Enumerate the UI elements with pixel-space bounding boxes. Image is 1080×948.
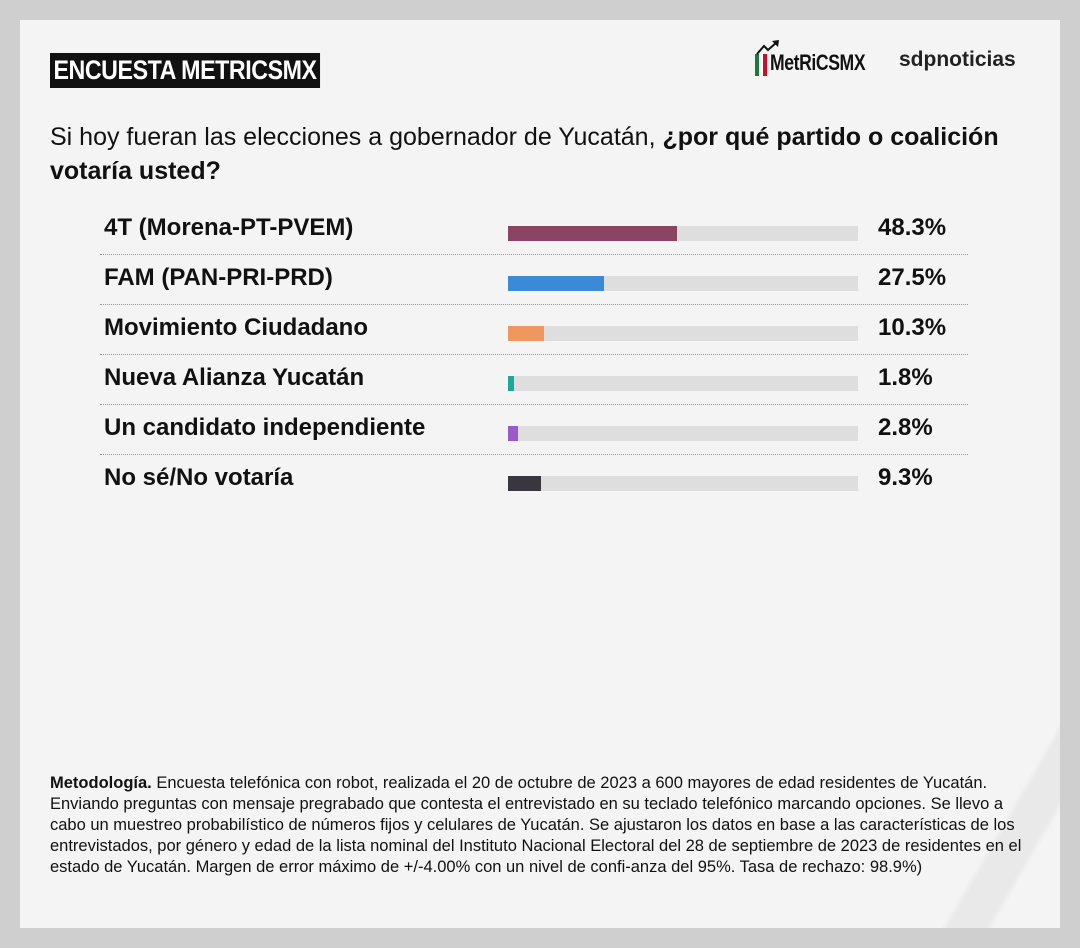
- trend-arrow-icon: [756, 40, 779, 55]
- question-bold-text: ¿por qué partido o coalición votaría ust…: [50, 123, 999, 185]
- bar-fill: [508, 276, 605, 291]
- question-text: Si hoy fueran las elecciones a gobernado…: [50, 123, 663, 151]
- bar-row: Movimiento Ciudadano 10.3%: [100, 304, 968, 355]
- bar-track: [508, 376, 858, 391]
- bar-label: Movimiento Ciudadano: [104, 314, 368, 341]
- bar-value-label: 1.8%: [878, 364, 933, 391]
- bar-value-label: 9.3%: [878, 464, 933, 491]
- bar-label: 4T (Morena-PT-PVEM): [104, 214, 354, 241]
- bar-label: FAM (PAN-PRI-PRD): [104, 264, 333, 291]
- background-decoration: [900, 688, 1060, 928]
- bar-track: [508, 426, 858, 441]
- sdpnoticias-logo: sdpnoticias: [899, 48, 1016, 71]
- bar-fill: [508, 326, 545, 341]
- bar-row: Un candidato independiente 2.8%: [100, 404, 968, 455]
- bar-fill: [508, 376, 515, 391]
- bar-fill: [508, 476, 541, 491]
- flag-icon: [755, 54, 767, 76]
- methodology-text: Encuesta telefónica con robot, realizada…: [50, 774, 1022, 876]
- bar-value-label: 10.3%: [878, 314, 947, 341]
- bar-label: No sé/No votaría: [104, 464, 294, 491]
- bar-label: Un candidato independiente: [104, 414, 426, 441]
- bar-track: [508, 476, 858, 491]
- infographic-card: ENCUESTA METRICSMX MetRiCSMX sdpnoticias…: [20, 20, 1060, 928]
- bar-row: FAM (PAN-PRI-PRD) 27.5%: [100, 254, 968, 305]
- metricsmx-logo-text: MetRiCSMX: [770, 50, 866, 75]
- metricsmx-logo: MetRiCSMX: [755, 40, 889, 76]
- bar-label: Nueva Alianza Yucatán: [104, 364, 365, 391]
- bar-row: 4T (Morena-PT-PVEM) 48.3%: [100, 204, 968, 255]
- bar-track: [508, 276, 858, 291]
- methodology-title: Metodología.: [50, 774, 152, 792]
- bar-row: Nueva Alianza Yucatán 1.8%: [100, 354, 968, 405]
- methodology: Metodología. Encuesta telefónica con rob…: [50, 773, 1035, 878]
- bar-fill: [508, 426, 518, 441]
- bar-track: [508, 226, 858, 241]
- survey-badge: ENCUESTA METRICSMX: [50, 53, 321, 88]
- bar-value-label: 27.5%: [878, 264, 947, 291]
- bar-value-label: 2.8%: [878, 414, 933, 441]
- bar-row: No sé/No votaría 9.3%: [100, 454, 968, 504]
- bar-fill: [508, 226, 678, 241]
- question: Si hoy fueran las elecciones a gobernado…: [50, 120, 1010, 188]
- bar-track: [508, 326, 858, 341]
- bar-value-label: 48.3%: [878, 214, 947, 241]
